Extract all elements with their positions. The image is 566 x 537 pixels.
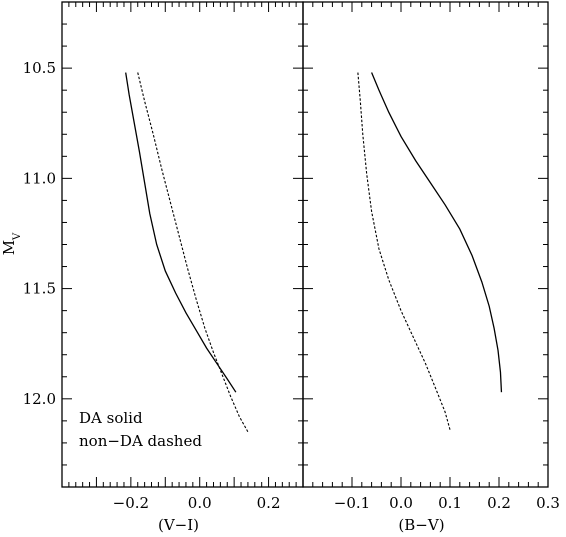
y-tick-label: 12.0 — [23, 390, 56, 408]
y-tick-label: 11.0 — [23, 169, 56, 187]
x-tick-label: 0.2 — [257, 494, 281, 512]
series-line-da — [125, 72, 237, 393]
x-tick-label: 0.2 — [487, 494, 511, 512]
legend-line-nonda: non−DA dashed — [79, 432, 202, 450]
legend-line-da: DA solid — [79, 409, 143, 427]
left-panel: 10.5 11.0 11.5 12.0 −0.2 0.0 0.2 (V−I) — [23, 1, 304, 534]
x-tick-label: −0.1 — [334, 494, 370, 512]
y-tick-label: 11.5 — [23, 280, 56, 298]
series-line-da — [371, 72, 503, 393]
x-tick-label: 0.1 — [438, 494, 462, 512]
series-line-non-da — [357, 72, 451, 430]
x-tick-label: 0.3 — [536, 494, 560, 512]
right-panel: −0.1 0.0 0.1 0.2 0.3 (B−V) — [302, 1, 560, 534]
x-tick-label: 0.0 — [389, 494, 413, 512]
series-line-non-da — [137, 72, 249, 433]
x-tick-label: 0.0 — [188, 494, 212, 512]
right-plot-frame — [302, 1, 549, 488]
x-axis-label: (B−V) — [398, 516, 444, 534]
tick-marks — [303, 2, 548, 487]
y-tick-label: 10.5 — [23, 59, 56, 77]
y-axis-label: MV — [0, 232, 23, 255]
tick-marks — [62, 2, 303, 487]
x-tick-label: −0.2 — [113, 494, 149, 512]
x-axis-label: (V−I) — [158, 516, 199, 534]
